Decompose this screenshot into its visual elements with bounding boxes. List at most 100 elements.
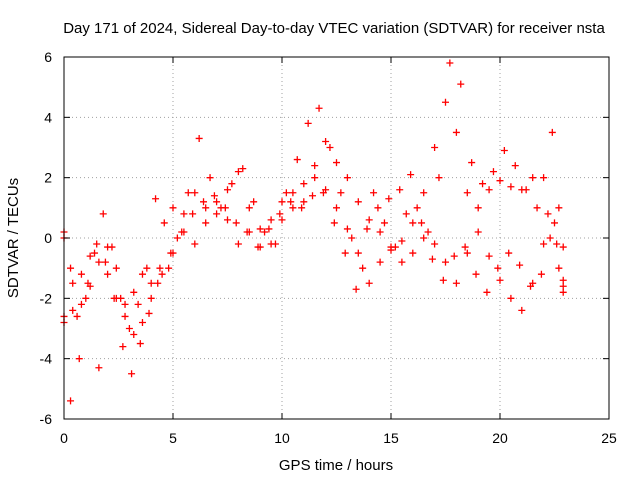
y-tick-label: -2 bbox=[40, 290, 53, 306]
data-point bbox=[380, 219, 388, 227]
data-point bbox=[202, 204, 210, 212]
data-point bbox=[474, 204, 482, 212]
data-point bbox=[165, 264, 173, 272]
data-point bbox=[435, 174, 443, 182]
data-point bbox=[77, 270, 85, 278]
data-point bbox=[180, 228, 188, 236]
data-point bbox=[121, 300, 129, 308]
x-tick-labels: 0 5 10 15 20 25 bbox=[60, 430, 617, 446]
data-point bbox=[304, 119, 312, 127]
data-point bbox=[343, 174, 351, 182]
data-point bbox=[522, 186, 530, 194]
data-point bbox=[387, 243, 395, 251]
data-point bbox=[548, 128, 556, 136]
data-point bbox=[95, 258, 103, 266]
data-point bbox=[265, 225, 273, 233]
x-tick-label: 25 bbox=[601, 430, 617, 446]
data-point bbox=[134, 300, 142, 308]
data-point bbox=[154, 279, 162, 287]
data-point bbox=[413, 204, 421, 212]
data-point bbox=[442, 258, 449, 266]
data-point bbox=[420, 189, 428, 197]
data-point bbox=[398, 258, 406, 266]
data-point bbox=[385, 195, 393, 203]
data-point bbox=[91, 249, 99, 257]
data-point bbox=[374, 204, 382, 212]
data-point bbox=[365, 216, 373, 224]
data-point bbox=[73, 312, 81, 320]
data-point bbox=[112, 264, 120, 272]
x-tick-label: 0 bbox=[60, 430, 68, 446]
data-point bbox=[104, 270, 112, 278]
data-point bbox=[555, 204, 563, 212]
y-tick-label: 2 bbox=[44, 170, 52, 186]
data-point bbox=[213, 210, 221, 218]
data-point bbox=[243, 228, 251, 236]
data-point bbox=[95, 364, 103, 372]
data-point bbox=[239, 165, 247, 173]
data-point bbox=[450, 252, 458, 260]
series-trace-1 bbox=[60, 98, 567, 332]
data-point bbox=[189, 210, 197, 218]
data-point bbox=[184, 189, 192, 197]
data-point bbox=[130, 331, 138, 339]
data-point bbox=[289, 204, 297, 212]
data-point bbox=[191, 189, 199, 197]
series-trace-3 bbox=[60, 171, 567, 372]
data-point bbox=[555, 264, 563, 272]
data-point bbox=[160, 219, 168, 227]
data-point bbox=[221, 204, 229, 212]
data-point bbox=[319, 189, 327, 197]
data-point bbox=[546, 234, 554, 242]
data-point bbox=[300, 198, 308, 206]
data-point bbox=[69, 306, 77, 314]
data-point bbox=[322, 137, 330, 145]
data-point bbox=[276, 210, 284, 218]
data-point bbox=[559, 276, 567, 284]
y-tick-labels: -6 -4 -2 0 2 4 6 bbox=[40, 49, 53, 427]
data-point bbox=[234, 168, 242, 176]
data-point bbox=[147, 279, 155, 287]
data-point bbox=[300, 180, 308, 188]
data-point bbox=[200, 198, 208, 206]
x-axis-label: GPS time / hours bbox=[279, 457, 393, 474]
data-point bbox=[77, 300, 85, 308]
data-point bbox=[267, 216, 275, 224]
x-tick-label: 20 bbox=[492, 430, 508, 446]
data-point bbox=[343, 225, 351, 233]
data-point bbox=[559, 288, 567, 296]
data-point bbox=[311, 162, 319, 170]
data-point bbox=[278, 216, 286, 224]
grid-lines bbox=[64, 57, 609, 419]
data-point bbox=[101, 258, 109, 266]
data-point bbox=[337, 189, 345, 197]
data-point bbox=[158, 270, 166, 278]
data-point bbox=[457, 80, 465, 88]
data-point bbox=[136, 340, 144, 348]
data-point bbox=[483, 288, 491, 296]
data-point bbox=[289, 189, 297, 197]
data-point bbox=[474, 228, 482, 236]
data-point bbox=[376, 228, 384, 236]
y-tick-label: 0 bbox=[44, 230, 52, 246]
data-point bbox=[544, 210, 552, 218]
data-point bbox=[365, 279, 373, 287]
data-point bbox=[256, 225, 264, 233]
data-point bbox=[333, 204, 340, 212]
data-point bbox=[505, 249, 513, 257]
chart-title: Day 171 of 2024, Sidereal Day-to-day VTE… bbox=[63, 20, 605, 37]
data-point bbox=[315, 104, 323, 112]
data-point bbox=[485, 252, 493, 260]
data-point bbox=[500, 147, 508, 155]
data-point bbox=[540, 240, 548, 248]
data-point bbox=[354, 249, 362, 257]
data-point bbox=[99, 210, 107, 218]
data-point bbox=[330, 219, 338, 227]
data-point bbox=[169, 204, 177, 212]
data-point bbox=[67, 264, 75, 272]
data-point bbox=[533, 204, 541, 212]
data-point bbox=[195, 134, 203, 142]
y-tick-label: -6 bbox=[40, 411, 53, 427]
